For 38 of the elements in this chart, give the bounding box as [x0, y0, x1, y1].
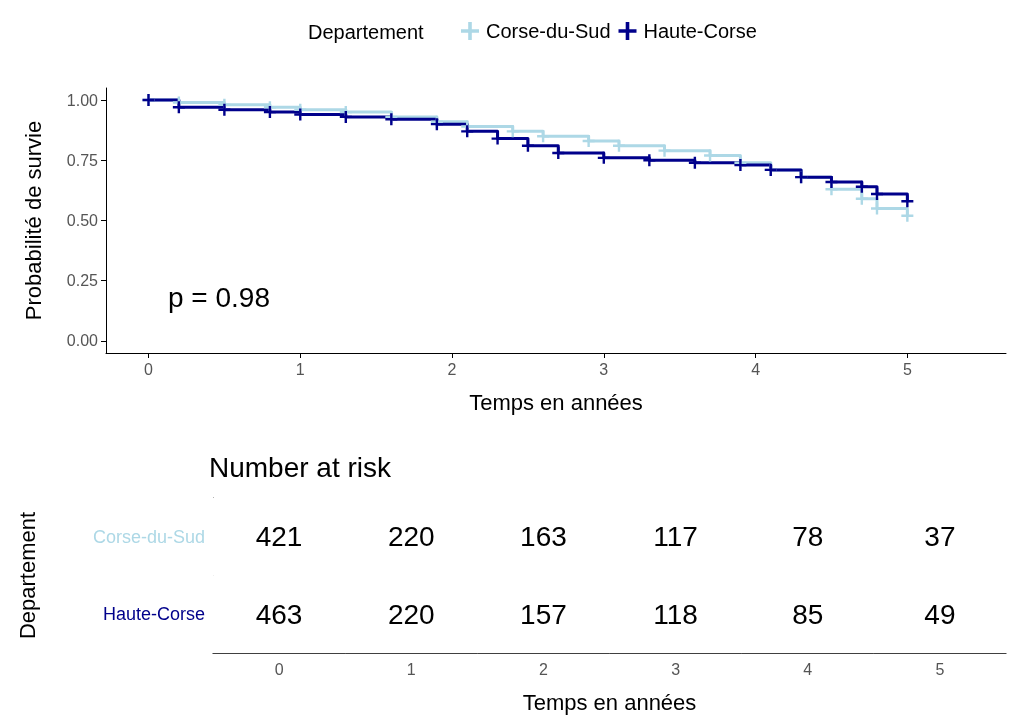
x-tick-label: 4 — [803, 660, 813, 678]
y-tick-label: 1.00 — [66, 91, 99, 109]
x-tick-label: 2 — [538, 660, 548, 678]
x-tick-label: 3 — [599, 360, 609, 378]
data-label: 37 — [924, 521, 956, 553]
x-tick-label: 0 — [144, 360, 154, 378]
x-tick-label: 2 — [447, 360, 457, 378]
data-label: 78 — [792, 521, 824, 553]
data-label: 220 — [387, 598, 435, 630]
legend-label: Corse-du-Sud — [486, 20, 611, 42]
annotation: p = 0.98 — [168, 281, 270, 313]
legend-title: Departement — [308, 21, 425, 43]
x-tick-label: 4 — [751, 360, 761, 378]
data-label: 49 — [924, 598, 956, 630]
y-tick-label: 0.00 — [66, 332, 99, 350]
chart-title: Number at risk — [209, 451, 393, 483]
data-label: 157 — [520, 598, 567, 630]
y-axis-title: Departement — [14, 511, 40, 640]
x-tick-label: 1 — [406, 660, 416, 678]
x-tick-label: 1 — [295, 360, 305, 378]
data-label: 421 — [255, 521, 303, 553]
data-label: 220 — [387, 521, 435, 553]
data-label: 163 — [520, 521, 567, 553]
data-label: 85 — [792, 598, 824, 630]
x-tick-label: 5 — [902, 360, 912, 378]
x-axis-title: Temps en années — [522, 689, 697, 715]
data-label: 118 — [653, 598, 698, 630]
x-tick-label: 0 — [274, 660, 284, 678]
y-tick-label: 0.25 — [66, 272, 99, 290]
x-tick-label: 5 — [935, 660, 945, 678]
y-axis-title: Probabilité de survie — [20, 120, 46, 321]
y-tick-label: 0.50 — [66, 212, 99, 229]
x-axis-title: Temps en années — [469, 389, 643, 415]
legend-label: Haute-Corse — [643, 20, 757, 42]
data-label: 463 — [255, 598, 303, 630]
data-label: 117 — [653, 521, 698, 553]
y-tick-label: 0.75 — [66, 151, 99, 169]
x-tick-label: 3 — [671, 660, 681, 678]
